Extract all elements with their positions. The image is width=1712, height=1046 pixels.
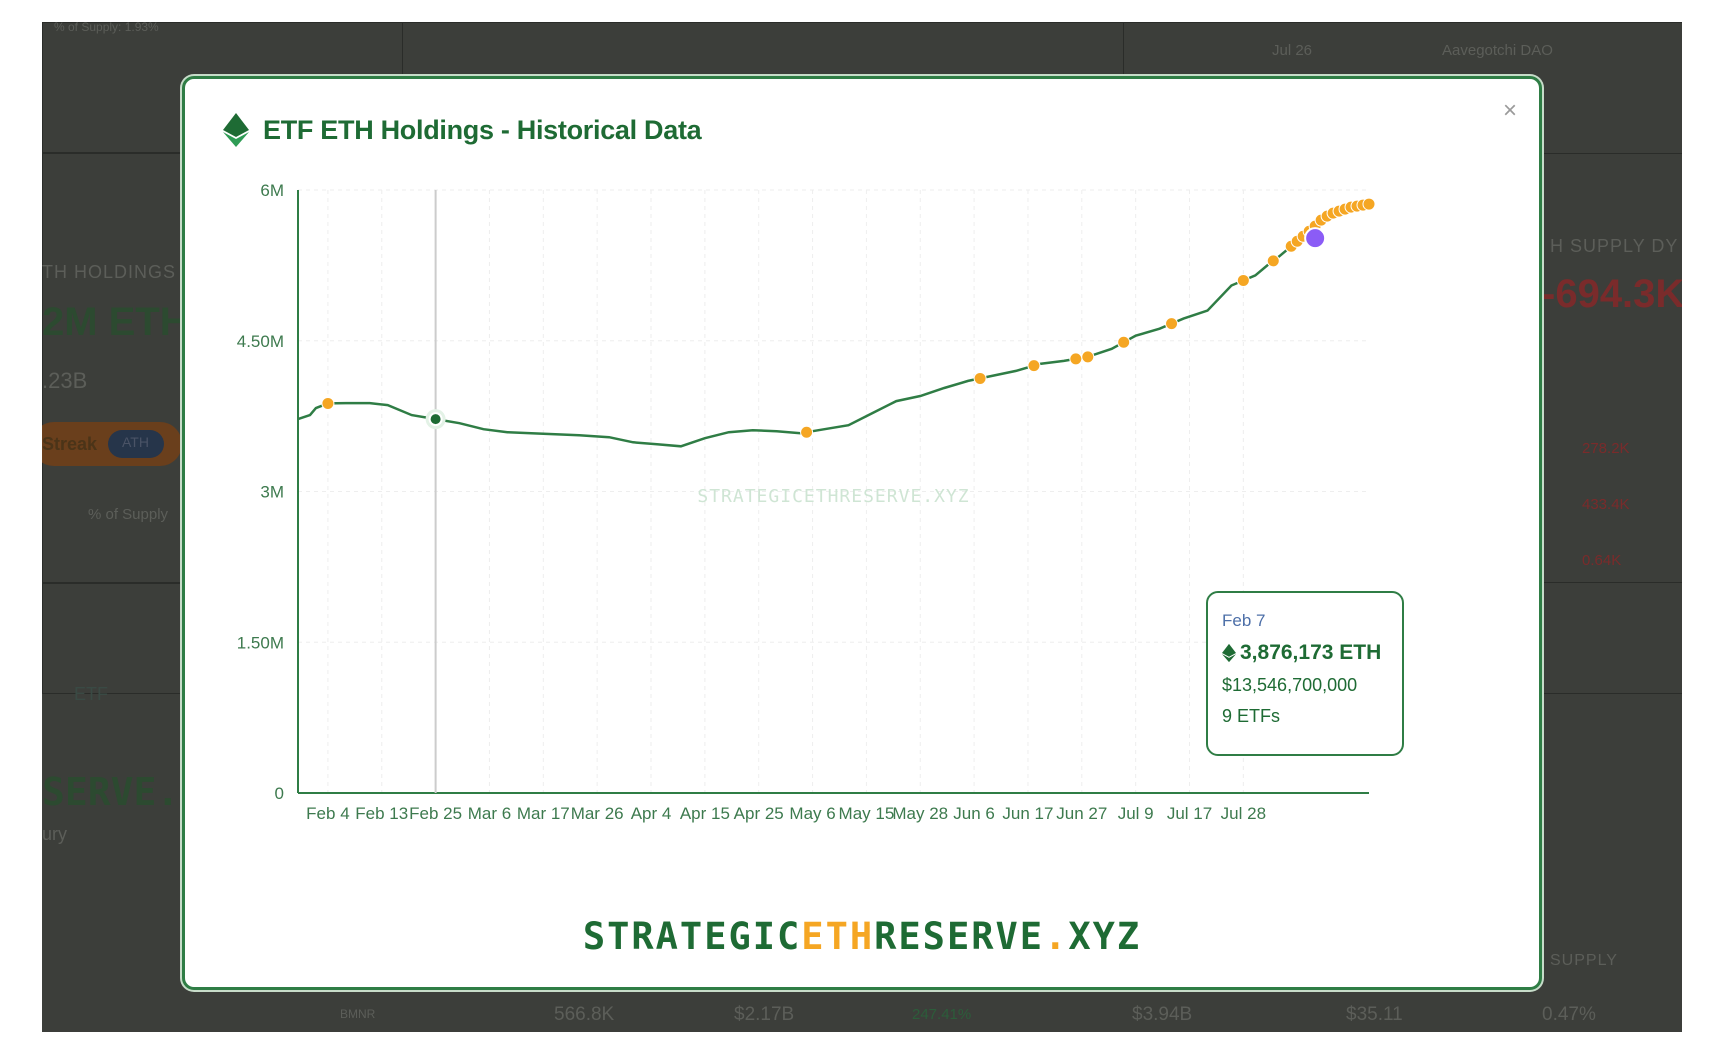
data-point-marker <box>1266 254 1280 268</box>
holdings-value: 2M ETH <box>42 300 189 344</box>
x-tick-label: Jun 27 <box>1056 804 1107 823</box>
streak-label: Streak <box>42 434 98 454</box>
row-mcap: $3.94B <box>1132 1004 1193 1025</box>
supply-col-header: SUPPLY <box>1550 952 1618 969</box>
ethereum-icon <box>223 113 249 147</box>
x-tick-label: Jun 6 <box>953 804 995 823</box>
chart-watermark: STRATEGICETHRESERVE.XYZ <box>697 486 969 507</box>
supply-dyn-value: -694.3K <box>1542 272 1682 316</box>
data-point-marker <box>800 425 814 439</box>
data-point-marker <box>1362 197 1376 211</box>
chart-tooltip: Feb 7 3,876,173 ETH $13,546,700,000 9 ET… <box>1206 591 1404 756</box>
x-tick-label: Feb 13 <box>355 804 408 823</box>
y-tick-label: 6M <box>260 181 284 200</box>
y-tick-label: 4.50M <box>237 332 284 351</box>
brand-part3: RESERVE <box>874 915 1045 958</box>
row-price: $35.11 <box>1346 1004 1403 1025</box>
x-tick-label: Feb 25 <box>409 804 462 823</box>
supply-label: % of Supply <box>88 506 169 523</box>
close-icon[interactable]: × <box>1502 97 1517 124</box>
row-pct: 247.41% <box>912 1006 972 1023</box>
supply-note: % of Supply: 1.93% <box>54 22 159 34</box>
change-1: 278.2K <box>1582 440 1630 457</box>
modal-title: ETF ETH Holdings - Historical Data <box>263 115 702 145</box>
x-tick-label: Jul 28 <box>1221 804 1266 823</box>
data-point-marker <box>1165 317 1179 331</box>
y-tick-label: 3M <box>260 483 284 502</box>
brand-sub: ury <box>42 824 68 844</box>
holdings-usd: .23B <box>42 368 88 393</box>
data-point-marker <box>1027 359 1041 373</box>
row-eth: 566.8K <box>554 1004 615 1025</box>
x-tick-label: Jun 17 <box>1002 804 1053 823</box>
x-tick-label: Mar 26 <box>571 804 624 823</box>
x-tick-label: Mar 17 <box>517 804 570 823</box>
tooltip-usd: $13,546,700,000 <box>1222 675 1358 695</box>
row-ticker: BMNR <box>340 1007 376 1021</box>
data-point-marker <box>321 396 335 410</box>
recent-name: Aavegotchi DAO <box>1442 42 1553 59</box>
hover-point <box>428 412 443 427</box>
data-point-marker <box>1081 350 1095 364</box>
etf-tab[interactable]: ETF <box>74 684 108 704</box>
brand-part1: STRATEGIC <box>582 915 802 958</box>
row-usd: $2.17B <box>734 1004 795 1025</box>
holdings-chart: 0 1.50M 3M 4.50M 6M Feb 4 Feb 13 Feb 25 Mar 6 Mar… <box>237 181 1376 823</box>
change-2: 433.4K <box>1582 496 1630 513</box>
brand-logo: STRATEGICETHRESERVE.XYZ <box>185 915 1539 958</box>
x-tick-label: Jul 9 <box>1118 804 1154 823</box>
x-tick-label: Apr 25 <box>734 804 784 823</box>
ath-badge <box>108 430 164 458</box>
change-3: 0.64K <box>1582 552 1622 569</box>
x-tick-label: Mar 6 <box>468 804 511 823</box>
brand-part5: XYZ <box>1068 915 1142 958</box>
tooltip-date: Feb 7 <box>1222 611 1266 630</box>
x-tick-label: May 28 <box>892 804 948 823</box>
x-tick-label: May 6 <box>789 804 835 823</box>
brand-part2: ETH <box>801 915 875 958</box>
supply-dyn-label: H SUPPLY DY <box>1550 236 1679 256</box>
y-tick-label: 1.50M <box>237 633 284 652</box>
recent-date: Jul 26 <box>1272 42 1313 59</box>
data-point-marker <box>1117 335 1131 349</box>
x-tick-label: Jul 17 <box>1167 804 1212 823</box>
data-point-marker <box>1236 273 1250 287</box>
data-point-marker <box>1069 352 1083 366</box>
holdings-series-line <box>297 202 1370 448</box>
x-tick-label: Apr 15 <box>680 804 730 823</box>
ath-badge-label: ATH <box>122 434 149 450</box>
x-tick-label: Apr 4 <box>631 804 672 823</box>
y-tick-label: 0 <box>275 784 284 803</box>
x-tick-label: May 15 <box>839 804 895 823</box>
brand-part4: . <box>1044 915 1069 958</box>
brand-partial: SERVE.X <box>42 770 203 814</box>
tooltip-etfs: 9 ETFs <box>1222 706 1281 726</box>
holdings-label: TH HOLDINGS <box>42 262 177 282</box>
row-supply: 0.47% <box>1542 1004 1596 1025</box>
tooltip-eth: 3,876,173 ETH <box>1240 641 1382 664</box>
historical-data-modal: ETF ETH Holdings - Historical Data × 0 1.… <box>182 76 1542 990</box>
ethereum-icon <box>1222 643 1236 663</box>
x-tick-label: Feb 4 <box>306 804 349 823</box>
data-point-marker <box>973 371 987 385</box>
highlighted-point <box>1304 227 1327 250</box>
